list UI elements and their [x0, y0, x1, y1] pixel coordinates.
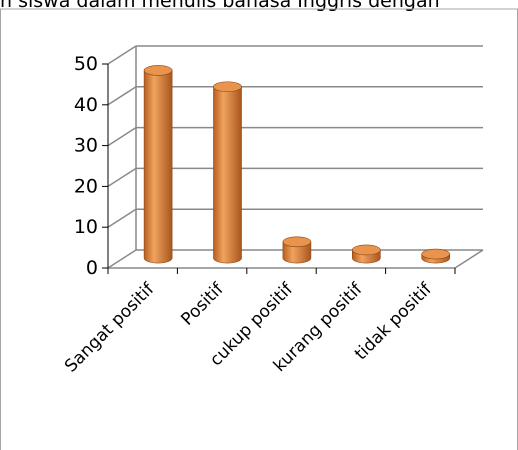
x-category-label: Sangat positif [61, 279, 159, 377]
bar-top [282, 236, 312, 248]
bar-body [282, 241, 312, 264]
y-tick-label: 0 [86, 257, 98, 279]
y-tick-label: 40 [74, 94, 98, 116]
bar-top [213, 81, 242, 93]
bar-top [143, 65, 173, 76]
y-tick-label: 20 [74, 175, 98, 197]
y-tick-label: 50 [74, 53, 98, 75]
gridline-diag [107, 45, 137, 65]
bar [282, 236, 312, 264]
gridlines [107, 45, 483, 269]
bar [351, 244, 381, 264]
bar [143, 65, 173, 264]
bars [143, 65, 451, 264]
gridline-diag [107, 86, 137, 106]
gridline-diag [107, 126, 137, 147]
bar [421, 248, 451, 264]
axes [102, 46, 484, 274]
bar-body [213, 86, 242, 264]
bar [213, 81, 242, 264]
y-tick-label: 10 [74, 216, 98, 238]
bar-body [143, 70, 173, 264]
gridline-diag [107, 249, 137, 269]
gridline-diag [107, 167, 137, 188]
gridline-diag [107, 208, 137, 228]
y-tick-label: 30 [74, 135, 98, 157]
bar-top [351, 244, 381, 256]
floor-right [454, 249, 484, 269]
bar-top [421, 248, 451, 260]
x-category-label: Positif [177, 279, 228, 330]
